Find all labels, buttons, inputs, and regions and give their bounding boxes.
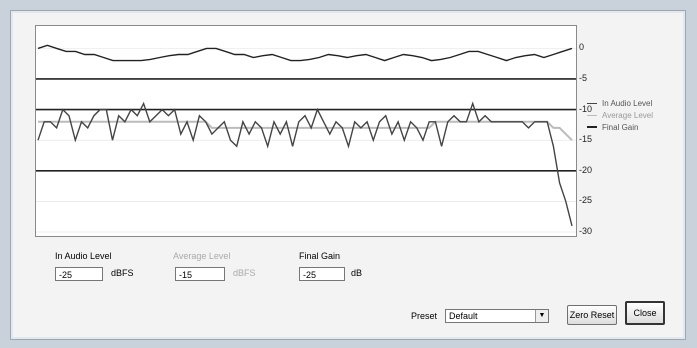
final-gain-field: -25 xyxy=(299,267,345,281)
y-tick-label: -20 xyxy=(579,164,593,175)
chart-svg xyxy=(36,44,576,233)
in-audio-level-field: -25 xyxy=(55,267,103,281)
in-audio-level-unit: dBFS xyxy=(111,268,134,278)
legend-label: Average Level xyxy=(602,110,653,120)
average-level-unit: dBFS xyxy=(233,268,256,278)
legend-label: In Audio Level xyxy=(602,98,653,108)
chevron-down-icon[interactable]: ▼ xyxy=(535,310,548,322)
y-tick-label: -5 xyxy=(579,72,588,83)
final-gain-label: Final Gain xyxy=(299,251,341,261)
preset-dropdown[interactable]: Default ▼ xyxy=(445,309,549,323)
close-button[interactable]: Close xyxy=(625,301,665,325)
level-chart xyxy=(35,25,577,237)
legend-swatch xyxy=(587,114,597,116)
average-level-label: Average Level xyxy=(173,251,231,261)
series-line-in-audio-level xyxy=(37,101,573,227)
series-line-average-level xyxy=(38,120,573,141)
in-audio-level-label: In Audio Level xyxy=(55,251,112,261)
y-tick-label: -30 xyxy=(579,226,593,236)
y-tick-label: -15 xyxy=(579,134,593,145)
meter-window: 0 -5 -10 -15 -20 -25 -30 In Audio Level … xyxy=(10,10,686,340)
final-gain-unit: dB xyxy=(351,268,363,278)
legend-swatch xyxy=(587,102,597,104)
zero-reset-button[interactable]: Zero Reset xyxy=(567,305,617,325)
legend-item-average-level: Average Level xyxy=(587,109,653,121)
y-tick-label: 0 xyxy=(579,42,585,53)
y-tick-label: -10 xyxy=(579,103,593,114)
chart-legend: In Audio Level Average Level Final Gain xyxy=(587,97,653,133)
in-audio-level-group: In Audio Level -25 dBFS xyxy=(43,249,153,291)
legend-label: Final Gain xyxy=(602,122,639,132)
legend-item-in-audio-level: In Audio Level xyxy=(587,97,653,109)
series-line-final-gain xyxy=(37,44,573,62)
final-gain-group: Final Gain -25 dB xyxy=(287,249,397,291)
legend-swatch xyxy=(587,126,597,128)
y-tick-label: -25 xyxy=(579,195,593,206)
average-level-field: -15 xyxy=(175,267,225,281)
preset-value: Default xyxy=(449,311,478,321)
average-level-group: Average Level -15 dBFS xyxy=(161,249,281,291)
preset-label: Preset xyxy=(411,311,438,321)
legend-item-final-gain: Final Gain xyxy=(587,121,653,133)
